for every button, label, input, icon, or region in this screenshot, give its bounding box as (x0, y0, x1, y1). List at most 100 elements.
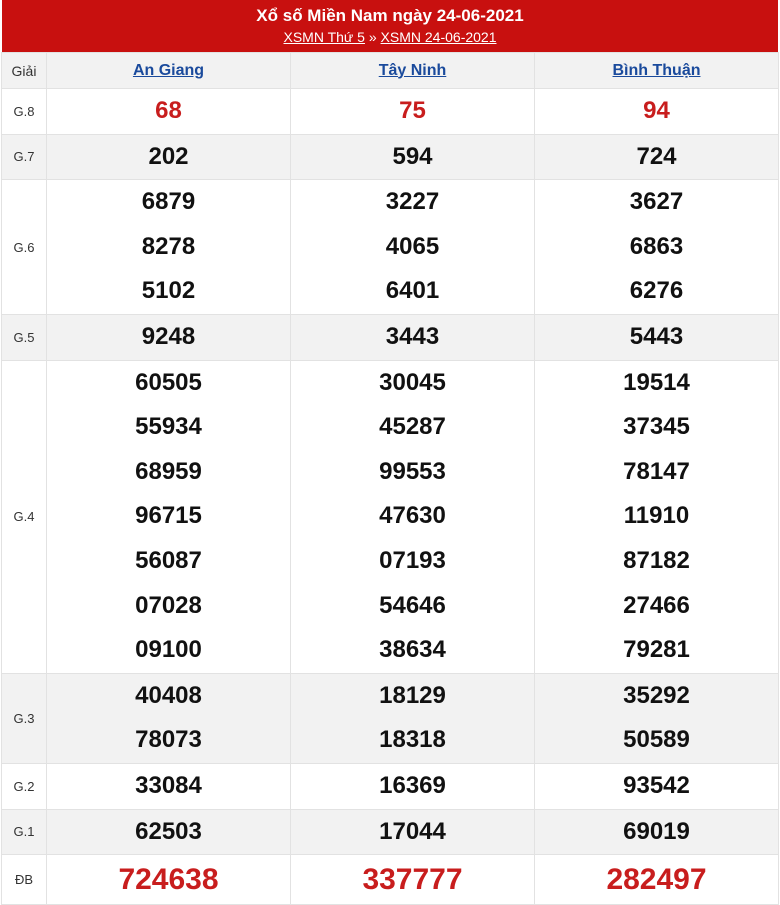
winning-number: 337777 (362, 863, 463, 897)
prize-row: G.3 40408 78073 18129 18318 35292 50589 (1, 672, 779, 764)
winning-number: 47630 (379, 502, 446, 530)
province-cell: 9248 (46, 313, 291, 361)
winning-number: 594 (392, 142, 433, 170)
province-cell: 6879 8278 5102 (46, 179, 291, 315)
winning-number: 09100 (135, 636, 202, 664)
winning-number: 93542 (623, 771, 690, 799)
province-cell: 40408 78073 (46, 672, 291, 764)
winning-number: 9248 (141, 322, 196, 350)
winning-number: 17044 (379, 817, 446, 845)
winning-number: 3227 (385, 188, 440, 216)
province-cell: 93542 (534, 762, 779, 810)
winning-number: 54646 (379, 591, 446, 619)
winning-number: 35292 (623, 681, 690, 709)
winning-number: 94 (643, 97, 670, 124)
province-cell: 3443 (290, 313, 535, 361)
province-link-tay-ninh[interactable]: Tây Ninh (378, 61, 447, 79)
province-cell: 17044 (290, 808, 535, 856)
province-cell: 35292 50589 (534, 672, 779, 764)
prize-label: G.3 (1, 672, 47, 764)
winning-number: 56087 (135, 546, 202, 574)
breadcrumb-separator: » (368, 29, 377, 45)
province-cell: 282497 (534, 854, 779, 905)
winning-number: 6863 (629, 232, 684, 260)
winning-number: 69019 (623, 817, 690, 845)
winning-number: 75 (399, 97, 426, 124)
winning-number: 07028 (135, 591, 202, 619)
winning-number: 18318 (379, 726, 446, 754)
results-title: Xổ số Miền Nam ngày 24-06-2021 (256, 6, 524, 25)
winning-number: 11910 (623, 502, 690, 530)
province-cell: 5443 (534, 313, 779, 361)
winning-number: 96715 (135, 502, 202, 530)
results-table: Giải An Giang Tây Ninh Bình Thuận G.8 68 7… (1, 52, 779, 905)
province-cell: 18129 18318 (290, 672, 535, 764)
province-cell: 30045 45287 99553 47630 07193 54646 38634 (290, 359, 535, 674)
province-cell: 337777 (290, 854, 535, 905)
prize-row: G.1 62503 17044 69019 (1, 808, 779, 856)
province-cell: 75 (290, 88, 535, 135)
winning-number: 55934 (135, 413, 202, 441)
winning-number: 87182 (623, 546, 690, 574)
winning-number: 282497 (606, 863, 707, 897)
xsmn-weekday-link[interactable]: XSMN Thứ 5 (283, 29, 365, 45)
winning-number: 33084 (135, 771, 202, 799)
winning-number: 5443 (629, 322, 684, 350)
province-cell: 62503 (46, 808, 291, 856)
prize-label: G.2 (1, 762, 47, 810)
prize-row: ĐB 724638 337777 282497 (1, 854, 779, 905)
province-cell: 60505 55934 68959 96715 56087 07028 09100 (46, 359, 291, 674)
winning-number: 68959 (135, 457, 202, 485)
winning-number: 68 (155, 97, 182, 124)
winning-number: 4065 (385, 232, 440, 260)
province-cell: 3227 4065 6401 (290, 179, 535, 315)
prize-label: G.4 (1, 359, 47, 674)
winning-number: 3627 (629, 188, 684, 216)
prize-column-header: Giải (1, 52, 47, 89)
winning-number: 5102 (141, 277, 196, 305)
province-link-binh-thuan[interactable]: Bình Thuận (612, 61, 701, 79)
winning-number: 27466 (623, 591, 690, 619)
prize-row: G.4 60505 55934 68959 96715 56087 07028 09100 30… (1, 359, 779, 674)
winning-number: 30045 (379, 368, 446, 396)
province-cell: 94 (534, 88, 779, 135)
prize-label: ĐB (1, 854, 47, 905)
prize-row: G.8 68 75 94 (1, 88, 779, 135)
xsmn-date-link[interactable]: XSMN 24-06-2021 (380, 29, 497, 45)
prize-row: G.6 6879 8278 5102 3227 4065 6401 3627 6863 6276 (1, 179, 779, 315)
winning-number: 78147 (623, 457, 690, 485)
winning-number: 99553 (379, 457, 446, 485)
province-cell: 724638 (46, 854, 291, 905)
winning-number: 78073 (135, 726, 202, 754)
prize-row: G.2 33084 16369 93542 (1, 762, 779, 810)
winning-number: 38634 (379, 636, 446, 664)
winning-number: 6276 (629, 277, 684, 305)
prize-label: G.7 (1, 133, 47, 181)
province-cell: 19514 37345 78147 11910 87182 27466 79281 (534, 359, 779, 674)
province-cell: 202 (46, 133, 291, 181)
winning-number: 60505 (135, 368, 202, 396)
prize-row: G.7 202 594 724 (1, 133, 779, 181)
province-cell: 724 (534, 133, 779, 181)
province-link-an-giang[interactable]: An Giang (132, 61, 205, 79)
prize-label: G.6 (1, 179, 47, 315)
province-cell: 68 (46, 88, 291, 135)
winning-number: 19514 (623, 368, 690, 396)
winning-number: 07193 (379, 546, 446, 574)
winning-number: 6401 (385, 277, 440, 305)
province-cell: 594 (290, 133, 535, 181)
winning-number: 202 (148, 142, 189, 170)
winning-number: 3443 (385, 322, 440, 350)
winning-number: 8278 (141, 232, 196, 260)
winning-number: 37345 (623, 413, 690, 441)
winning-number: 724 (636, 142, 677, 170)
prize-row: G.5 9248 3443 5443 (1, 313, 779, 361)
prize-label: G.8 (1, 88, 47, 135)
winning-number: 16369 (379, 771, 446, 799)
winning-number: 45287 (379, 413, 446, 441)
province-cell: 33084 (46, 762, 291, 810)
winning-number: 79281 (623, 636, 690, 664)
province-cell: 16369 (290, 762, 535, 810)
prize-label: G.1 (1, 808, 47, 856)
